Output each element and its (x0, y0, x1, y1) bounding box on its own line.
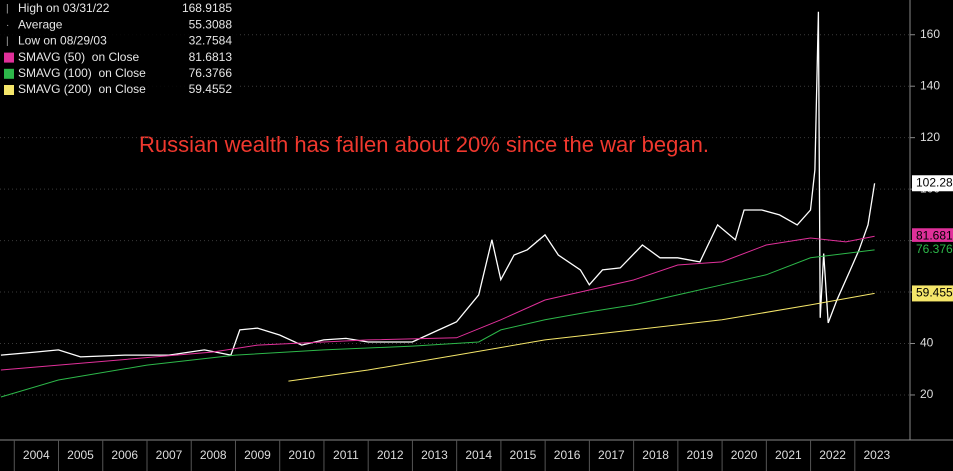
value-tag-box (912, 241, 953, 258)
x-tick-label: 2014 (465, 448, 492, 462)
legend-value: 81.6813 (189, 50, 233, 64)
value-tag-label: 102.28 (916, 175, 953, 189)
value-tag: 102.28 (912, 175, 953, 192)
x-tick-label: 2013 (421, 448, 448, 462)
value-tag-label: 81.681 (916, 228, 953, 242)
x-tick-label: 2005 (67, 448, 94, 462)
series-line (0, 235, 875, 371)
legend-box (0, 0, 238, 100)
x-tick-label: 2012 (377, 448, 404, 462)
y-tick-label: 40 (920, 336, 934, 350)
x-tick-label: 2011 (333, 448, 359, 462)
value-tag-label: 76.376 (916, 242, 953, 256)
x-tick-label: 2022 (819, 448, 846, 462)
legend-value: 59.4552 (189, 82, 233, 96)
value-tag-box (912, 285, 953, 302)
legend-swatch (4, 85, 14, 95)
y-tick-label: 120 (920, 130, 940, 144)
x-tick-label: 2015 (510, 448, 537, 462)
x-tick-label: 2019 (687, 448, 714, 462)
x-tick-label: 2023 (863, 448, 890, 462)
x-tick-label: 2010 (288, 448, 315, 462)
legend-value: 32.7584 (189, 34, 233, 48)
x-tick-label: 2020 (731, 448, 758, 462)
legend-label: SMAVG (200) on Close (18, 82, 146, 96)
value-tag: 76.376 (912, 241, 953, 258)
x-tick-label: 2016 (554, 448, 581, 462)
legend-swatch (4, 68, 14, 79)
x-tick-label: 2021 (775, 448, 802, 462)
legend: | High on 03/31/22 168.9185 · Average 55.3088… (0, 0, 238, 100)
value-tag-box (912, 228, 953, 245)
series-line (288, 292, 875, 382)
x-tick-label: 2017 (598, 448, 625, 462)
legend-label: Average (18, 17, 63, 31)
legend-label: Low on 08/29/03 (18, 34, 107, 48)
value-tag-label: 59.455 (916, 286, 953, 300)
x-tick-label: 2018 (642, 448, 669, 462)
legend-icon: | (6, 4, 9, 15)
x-tick-label: 2008 (200, 448, 227, 462)
legend-icon: | (6, 36, 9, 47)
x-tick-label: 2006 (111, 448, 138, 462)
y-tick-label: 20 (920, 387, 934, 401)
value-tag: 59.455 (912, 285, 953, 302)
annotation: Russian wealth has fallen about 20% sinc… (139, 132, 709, 157)
legend-icon: · (6, 20, 9, 31)
y-tick-label: 160 (920, 27, 940, 41)
x-tick-label: 2004 (23, 448, 50, 462)
series-line (0, 249, 875, 398)
legend-value: 76.3766 (189, 66, 233, 80)
legend-swatch (4, 52, 14, 63)
legend-label: SMAVG (100) on Close (18, 66, 146, 80)
x-tick-label: 2007 (156, 448, 183, 462)
legend-label: SMAVG (50) on Close (18, 50, 139, 64)
legend-label: High on 03/31/22 (18, 1, 110, 15)
value-tag: 81.681 (912, 228, 953, 245)
legend-value: 55.3088 (189, 17, 233, 31)
x-tick-label: 2009 (244, 448, 271, 462)
series-line (0, 11, 876, 358)
legend-value: 168.9185 (182, 1, 232, 15)
value-tag-box (912, 175, 953, 192)
y-tick-label: 140 (920, 78, 940, 92)
